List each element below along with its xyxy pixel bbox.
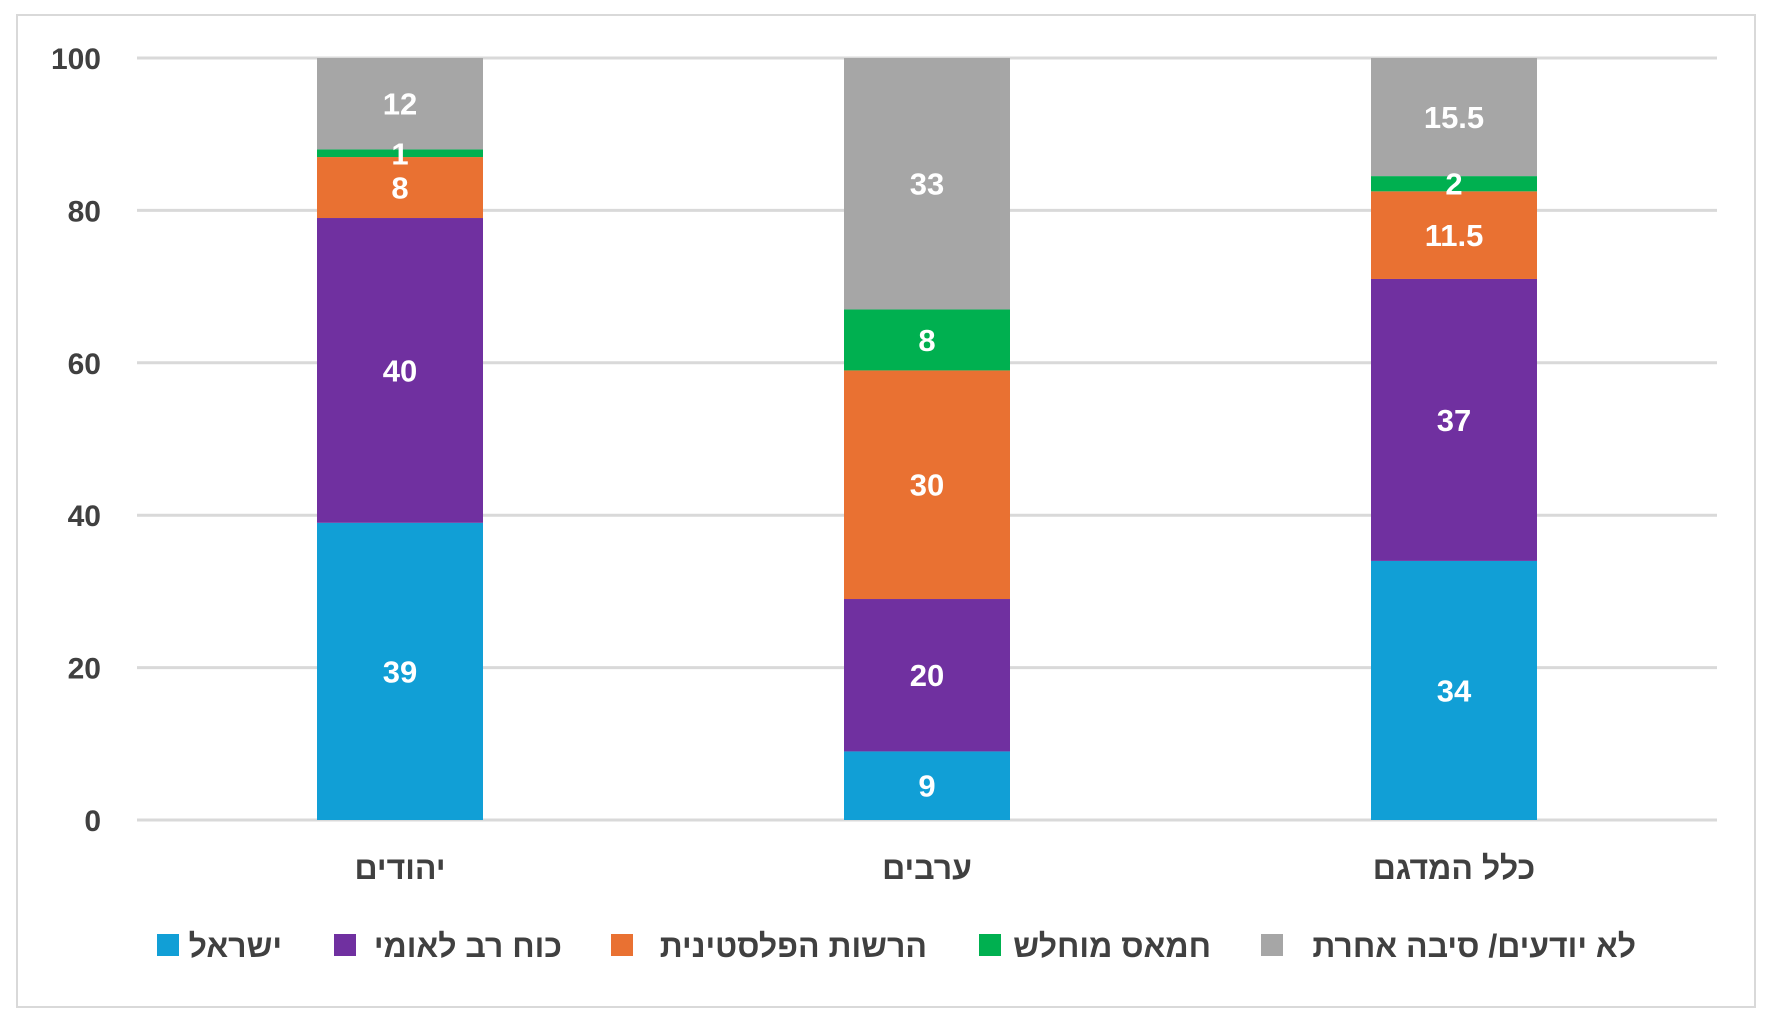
bar-segment xyxy=(1371,58,1537,177)
data-label: 39 xyxy=(383,654,417,689)
category-label: יהודים xyxy=(355,850,446,886)
legend: ישראל כוח רב לאומי הרשות הפלסטינית חמאס מוח… xyxy=(157,928,1636,964)
legend-label: כוח רב לאומי xyxy=(374,928,562,964)
y-tick-label: 80 xyxy=(68,195,101,228)
bar-segment xyxy=(844,58,1010,310)
y-axis-tick-labels: 0 20 40 60 80 100 xyxy=(51,43,101,838)
bar-segment xyxy=(317,149,483,158)
data-label: 30 xyxy=(910,468,944,503)
data-label: 12 xyxy=(383,87,417,122)
legend-label: חמאס מוחלש xyxy=(1013,928,1211,964)
bar-segment xyxy=(317,218,483,523)
data-label: 20 xyxy=(910,658,944,693)
data-label: 8 xyxy=(391,171,408,206)
legend-label: ישראל xyxy=(189,928,282,964)
bar-segment xyxy=(844,751,1010,820)
bar-segment xyxy=(317,58,483,150)
bar-segment xyxy=(1371,176,1537,192)
category-labels: יהודים ערבים כלל המדגם xyxy=(355,850,1536,886)
data-label: 9 xyxy=(918,769,935,804)
data-label: 37 xyxy=(1437,403,1471,438)
y-tick-label: 60 xyxy=(68,348,101,381)
y-tick-label: 100 xyxy=(51,43,101,76)
legend-swatch xyxy=(979,934,1001,956)
category-label: כלל המדגם xyxy=(1373,850,1536,886)
bars xyxy=(317,58,1537,820)
legend-label: הרשות הפלסטינית xyxy=(660,928,927,964)
data-label: 40 xyxy=(383,353,417,388)
data-label: 34 xyxy=(1437,673,1472,708)
data-label: 1 xyxy=(391,136,408,171)
data-label: 15.5 xyxy=(1424,100,1484,135)
category-label: ערבים xyxy=(882,850,972,886)
data-label: 11.5 xyxy=(1425,218,1484,253)
legend-label: לא יודעים/ סיבה אחרת xyxy=(1312,928,1636,964)
bar-segment xyxy=(317,522,483,820)
legend-swatch xyxy=(334,934,356,956)
bar-segment xyxy=(1371,191,1537,279)
legend-swatch xyxy=(611,934,633,956)
legend-swatch xyxy=(1261,934,1283,956)
legend-swatch xyxy=(157,934,179,956)
y-tick-label: 0 xyxy=(84,805,101,838)
bar-segment xyxy=(844,370,1010,600)
bar-segment xyxy=(1371,560,1537,820)
bar-segment xyxy=(844,309,1010,371)
y-tick-label: 20 xyxy=(68,653,101,686)
data-label: 2 xyxy=(1445,167,1462,202)
data-label: 8 xyxy=(918,323,935,358)
data-label: 33 xyxy=(910,167,944,202)
bar-segment xyxy=(317,157,483,219)
bar-segment xyxy=(844,599,1010,752)
y-tick-label: 40 xyxy=(68,500,101,533)
bar-segment xyxy=(1371,278,1537,561)
